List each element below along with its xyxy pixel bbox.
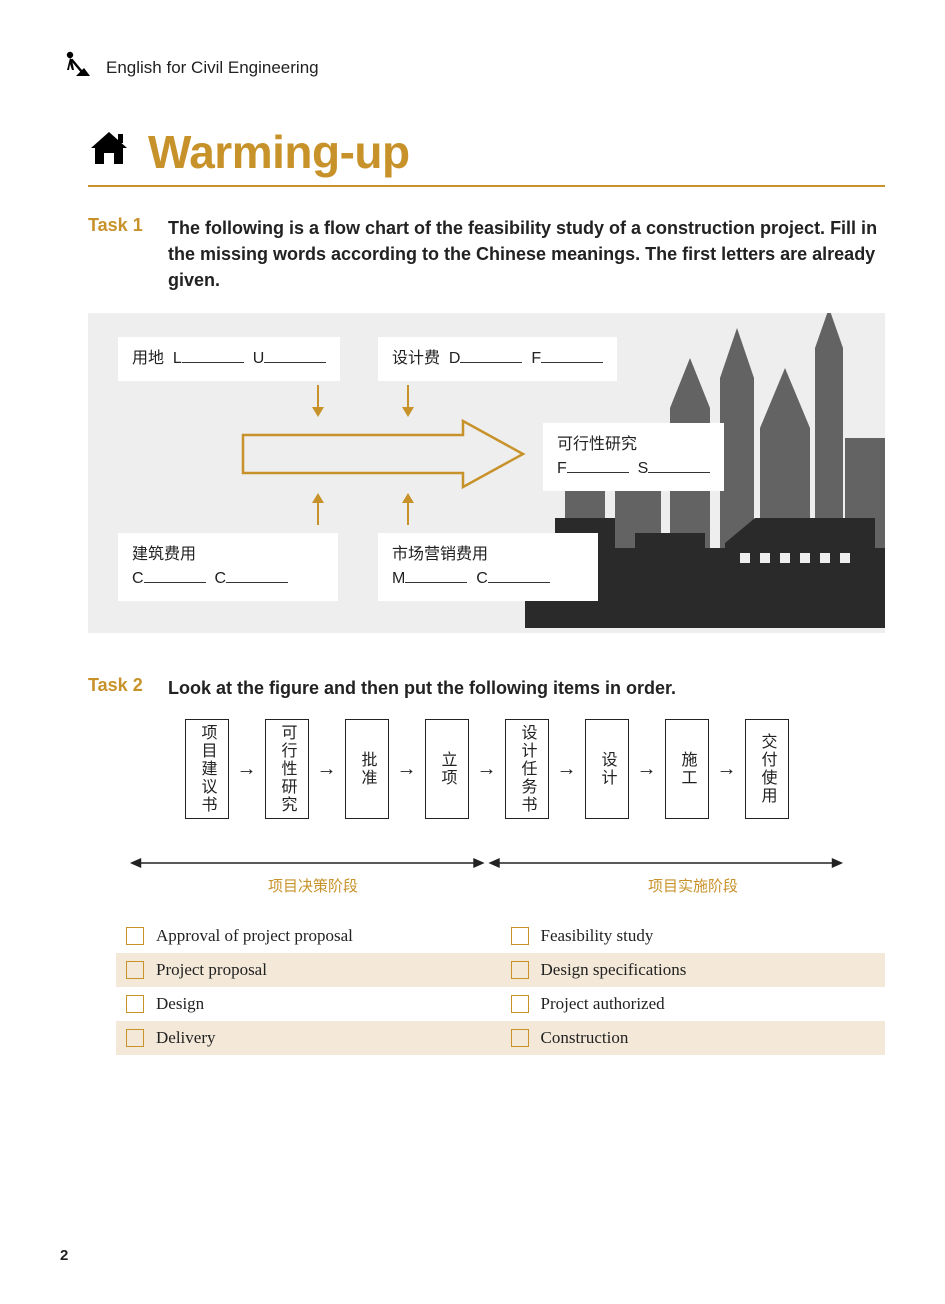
flow-box: 可行性研究 — [265, 719, 309, 819]
checkbox[interactable] — [126, 927, 144, 945]
flow-box: 设计 — [585, 719, 629, 819]
flow-box: 交付使用 — [745, 719, 789, 819]
task2-text: Look at the figure and then put the foll… — [168, 675, 676, 701]
card-cc-l0: C — [132, 570, 144, 587]
flow-box: 设计任务书 — [505, 719, 549, 819]
task2-label: Task 2 — [88, 675, 150, 701]
page-number: 2 — [60, 1247, 68, 1264]
card-df-l1: F — [531, 350, 541, 367]
card-mc-l0: M — [392, 570, 405, 587]
option-cell: Design specifications — [501, 953, 886, 987]
option-cell: Delivery — [116, 1021, 501, 1055]
arrow-down-icon — [398, 385, 418, 419]
flow-box: 立项 — [425, 719, 469, 819]
phase-bar: 项目决策阶段 项目实施阶段 — [128, 833, 845, 893]
card-land-use: 用地 L U — [118, 337, 340, 381]
checkbox[interactable] — [511, 927, 529, 945]
option-label: Design specifications — [541, 960, 687, 980]
arrow-down-icon — [308, 385, 328, 419]
flow-arrow-icon: → — [717, 758, 737, 781]
flow-box: 项目建议书 — [185, 719, 229, 819]
option-label: Delivery — [156, 1028, 215, 1048]
card-cc-cn: 建筑费用 — [132, 546, 196, 563]
task1-text: The following is a flow chart of the fea… — [168, 215, 885, 293]
card-mc-l1: C — [476, 570, 488, 587]
option-cell: Project authorized — [501, 987, 886, 1021]
option-label: Project authorized — [541, 994, 665, 1014]
option-row: Project proposal Design specifications — [116, 953, 885, 987]
checkbox[interactable] — [126, 961, 144, 979]
option-row: Delivery Construction — [116, 1021, 885, 1055]
worker-icon — [60, 50, 94, 85]
card-design-fee-cn: 设计费 — [392, 350, 440, 367]
task2-options: Approval of project proposal Feasibility … — [116, 919, 885, 1055]
option-label: Approval of project proposal — [156, 926, 353, 946]
flow-arrow-icon: → — [637, 758, 657, 781]
phase-right-label: 项目实施阶段 — [648, 875, 738, 896]
flow-box: 批准 — [345, 719, 389, 819]
card-mc-cn: 市场营销费用 — [392, 546, 488, 563]
option-label: Design — [156, 994, 204, 1014]
task1-label: Task 1 — [88, 215, 150, 293]
card-feasibility: 可行性研究 F S — [543, 423, 724, 491]
header-text: English for Civil Engineering — [106, 58, 319, 78]
option-row: Design Project authorized — [116, 987, 885, 1021]
card-construction-cost: 建筑费用 C C — [118, 533, 338, 601]
flow-arrow-icon: → — [557, 758, 577, 781]
page-header: English for Civil Engineering — [60, 50, 885, 85]
option-label: Feasibility study — [541, 926, 654, 946]
option-cell: Construction — [501, 1021, 886, 1055]
checkbox[interactable] — [511, 995, 529, 1013]
option-cell: Feasibility study — [501, 919, 886, 953]
flow-arrow-icon: → — [237, 758, 257, 781]
flow-box: 施工 — [665, 719, 709, 819]
checkbox[interactable] — [511, 1029, 529, 1047]
flow-arrow-icon: → — [317, 758, 337, 781]
task1: Task 1 The following is a flow chart of … — [88, 215, 885, 293]
arrow-up-icon — [308, 491, 328, 525]
option-cell: Design — [116, 987, 501, 1021]
flow-arrow-icon: → — [477, 758, 497, 781]
option-cell: Project proposal — [116, 953, 501, 987]
section-title: Warming-up — [148, 125, 410, 179]
card-marketing-cost: 市场营销费用 M C — [378, 533, 598, 601]
card-land-use-l1: U — [253, 350, 265, 367]
option-label: Construction — [541, 1028, 629, 1048]
task2-diagram: 项目建议书 → 可行性研究 → 批准 → 立项 → 设计任务书 → 设计 → 施工 → 交付使用 项目决策阶… — [88, 719, 885, 1055]
divider — [88, 185, 885, 187]
card-land-use-cn: 用地 — [132, 350, 164, 367]
task2: Task 2 Look at the figure and then put t… — [88, 675, 885, 701]
card-fs-cn: 可行性研究 — [557, 436, 637, 453]
option-label: Project proposal — [156, 960, 267, 980]
arrow-up-icon — [398, 491, 418, 525]
phase-line-icon — [128, 855, 845, 871]
card-fs-l1: S — [638, 460, 649, 477]
card-df-l0: D — [449, 350, 461, 367]
card-fs-l0: F — [557, 460, 567, 477]
house-icon — [88, 128, 130, 173]
task1-diagram: 用地 L U 设计费 D F 可行性研究 F S 建筑费用 — [88, 313, 885, 633]
card-land-use-l0: L — [173, 350, 182, 367]
option-row: Approval of project proposal Feasibility … — [116, 919, 885, 953]
section-heading: Warming-up — [88, 125, 885, 179]
option-cell: Approval of project proposal — [116, 919, 501, 953]
checkbox[interactable] — [126, 995, 144, 1013]
card-cc-l1: C — [214, 570, 226, 587]
phase-left-label: 项目决策阶段 — [268, 875, 358, 896]
flow-arrow-icon: → — [397, 758, 417, 781]
checkbox[interactable] — [126, 1029, 144, 1047]
checkbox[interactable] — [511, 961, 529, 979]
card-design-fee: 设计费 D F — [378, 337, 617, 381]
